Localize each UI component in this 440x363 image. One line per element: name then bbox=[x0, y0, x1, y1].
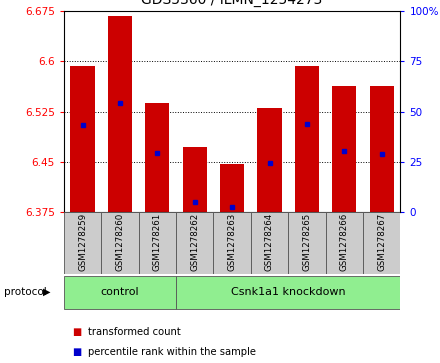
Text: GSM1278262: GSM1278262 bbox=[190, 213, 199, 271]
Text: ■: ■ bbox=[73, 327, 82, 337]
Text: transformed count: transformed count bbox=[88, 327, 181, 337]
Text: protocol: protocol bbox=[4, 287, 47, 297]
Bar bbox=[108, 16, 132, 212]
FancyBboxPatch shape bbox=[326, 212, 363, 274]
Bar bbox=[220, 164, 244, 212]
Text: percentile rank within the sample: percentile rank within the sample bbox=[88, 347, 256, 357]
FancyBboxPatch shape bbox=[288, 212, 326, 274]
Bar bbox=[70, 66, 95, 212]
Text: GSM1278263: GSM1278263 bbox=[227, 213, 237, 271]
Text: ■: ■ bbox=[73, 347, 82, 357]
Bar bbox=[370, 86, 394, 212]
Title: GDS5360 / ILMN_1254273: GDS5360 / ILMN_1254273 bbox=[142, 0, 323, 7]
FancyBboxPatch shape bbox=[176, 276, 400, 309]
FancyBboxPatch shape bbox=[64, 276, 176, 309]
Bar bbox=[257, 108, 282, 212]
Text: GSM1278266: GSM1278266 bbox=[340, 213, 349, 271]
Bar bbox=[183, 147, 207, 212]
Text: GSM1278259: GSM1278259 bbox=[78, 213, 87, 271]
Text: GSM1278261: GSM1278261 bbox=[153, 213, 162, 271]
Text: GSM1278264: GSM1278264 bbox=[265, 213, 274, 271]
Text: ▶: ▶ bbox=[43, 287, 51, 297]
FancyBboxPatch shape bbox=[101, 212, 139, 274]
FancyBboxPatch shape bbox=[176, 212, 213, 274]
Text: GSM1278260: GSM1278260 bbox=[115, 213, 125, 271]
FancyBboxPatch shape bbox=[213, 212, 251, 274]
Text: control: control bbox=[101, 287, 139, 297]
FancyBboxPatch shape bbox=[251, 212, 288, 274]
FancyBboxPatch shape bbox=[363, 212, 400, 274]
Bar bbox=[332, 86, 356, 212]
Text: GSM1278267: GSM1278267 bbox=[377, 213, 386, 271]
FancyBboxPatch shape bbox=[64, 212, 101, 274]
Text: GSM1278265: GSM1278265 bbox=[302, 213, 312, 271]
Bar bbox=[295, 66, 319, 212]
Bar bbox=[145, 103, 169, 212]
FancyBboxPatch shape bbox=[139, 212, 176, 274]
Text: Csnk1a1 knockdown: Csnk1a1 knockdown bbox=[231, 287, 345, 297]
